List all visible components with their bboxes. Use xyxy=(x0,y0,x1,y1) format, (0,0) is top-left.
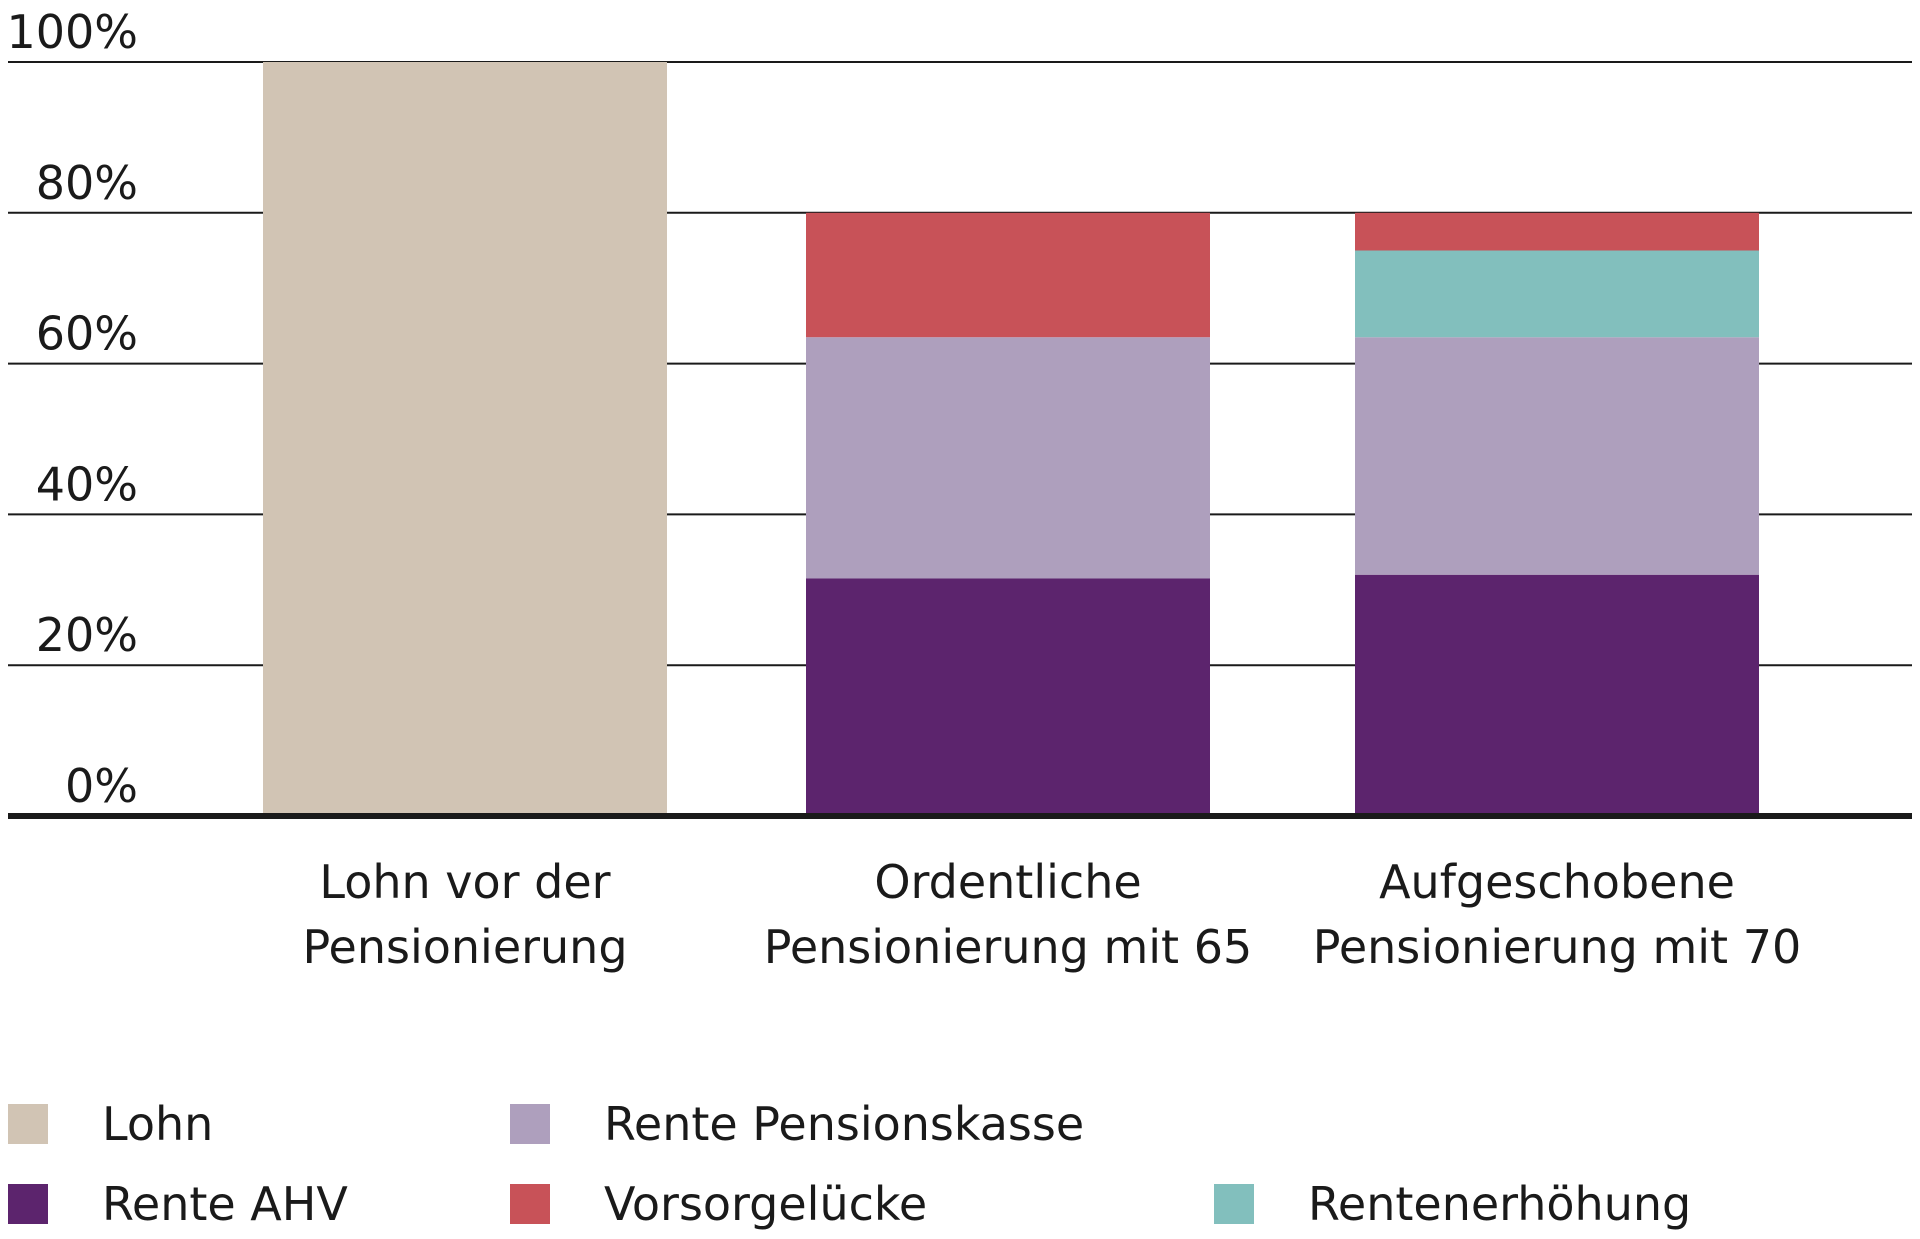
x-category-label-2-line-2: Pensionierung mit 65 xyxy=(764,920,1253,974)
bar-segment-vorsorgeluecke-3 xyxy=(1355,212,1759,251)
legend-label-rente-ahv: Rente AHV xyxy=(102,1177,348,1231)
bar-segment-rente-ahv-2 xyxy=(806,578,1210,816)
legend-swatch-rentenerhoehung xyxy=(1214,1184,1254,1224)
legend-swatch-vorsorgeluecke xyxy=(510,1184,550,1224)
x-category-label-3-line-1: Aufgeschobene xyxy=(1379,855,1735,909)
y-axis-ticks: 0% 20% 40% 60% 80% 100% xyxy=(6,5,138,813)
bars xyxy=(263,62,1759,816)
y-tick-label-60: 60% xyxy=(36,307,138,361)
y-tick-label-80: 80% xyxy=(36,156,138,210)
legend-label-rente-pensionskasse: Rente Pensionskasse xyxy=(604,1097,1084,1151)
x-category-label-1-line-1: Lohn vor der xyxy=(319,855,610,909)
bar-segment-rente-pensionskasse-3 xyxy=(1355,337,1759,575)
y-tick-label-0: 0% xyxy=(65,759,138,813)
bar-segment-vorsorgeluecke-2 xyxy=(806,212,1210,338)
y-tick-label-20: 20% xyxy=(36,608,138,662)
legend-swatch-rente-pensionskasse xyxy=(510,1104,550,1144)
x-category-label-2-line-1: Ordentliche xyxy=(874,855,1141,909)
legend-label-rentenerhoehung: Rentenerhöhung xyxy=(1308,1177,1691,1231)
legend-label-lohn: Lohn xyxy=(102,1097,213,1151)
bar-segment-rente-pensionskasse-2 xyxy=(806,337,1210,579)
bar-segment-rente-ahv-3 xyxy=(1355,574,1759,816)
bar-segment-rentenerhoehung-3 xyxy=(1355,250,1759,338)
legend-label-vorsorgeluecke: Vorsorgelücke xyxy=(604,1177,927,1231)
x-axis-labels: Lohn vor der Pensionierung Ordentliche Pens… xyxy=(302,855,1801,974)
x-category-label-1-line-2: Pensionierung xyxy=(302,920,627,974)
bar-segment-lohn-1 xyxy=(263,62,667,816)
legend-swatch-rente-ahv xyxy=(8,1184,48,1224)
y-tick-label-40: 40% xyxy=(36,457,138,511)
y-tick-label-100: 100% xyxy=(6,5,138,59)
x-category-label-3-line-2: Pensionierung mit 70 xyxy=(1313,920,1802,974)
legend: Lohn Rente Pensionskasse Rente AHV Vorsorge… xyxy=(8,1097,1691,1231)
legend-swatch-lohn xyxy=(8,1104,48,1144)
